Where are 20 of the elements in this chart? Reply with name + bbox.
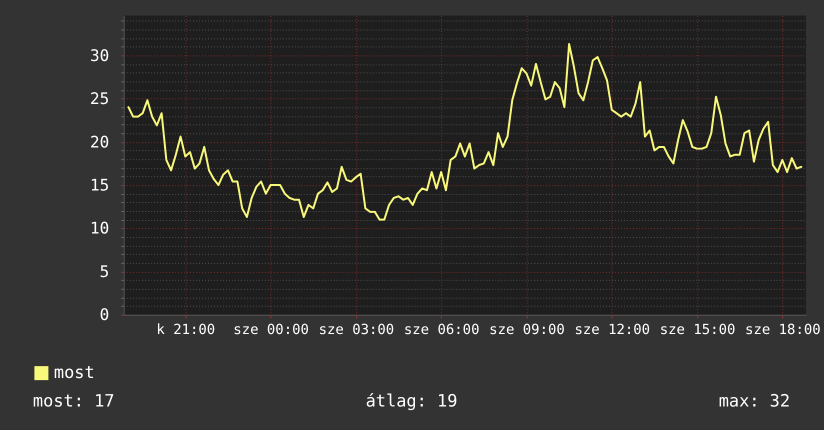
text: max: 32 (718, 390, 790, 411)
legend-label: most (54, 362, 95, 382)
x-tick-label: sze 09:00 (489, 322, 565, 338)
x-tick-label: sze 12:00 (574, 322, 650, 338)
y-tick-label: 5 (100, 262, 110, 281)
line-series (127, 43, 802, 221)
y-tick-label: 30 (90, 46, 110, 65)
x-tick-label: sze 00:00 (233, 322, 309, 338)
x-tick-label: sze 18:00 (745, 322, 821, 338)
y-tick-label: 10 (90, 218, 110, 238)
x-tick-label: sze 15:00 (660, 322, 736, 338)
text: most: 17 (32, 390, 114, 411)
x-tick-label: sze 06:00 (404, 322, 480, 338)
x-tick-label: sze 03:00 (318, 322, 394, 338)
text: átlag: 19 (366, 390, 458, 411)
y-tick-label: 15 (90, 176, 110, 194)
y-tick-label: 20 (90, 132, 110, 152)
y-tick-label: 25 (90, 89, 110, 108)
x-tick-label: k 21:00 (156, 322, 216, 338)
y-tick-label: 0 (100, 305, 110, 324)
